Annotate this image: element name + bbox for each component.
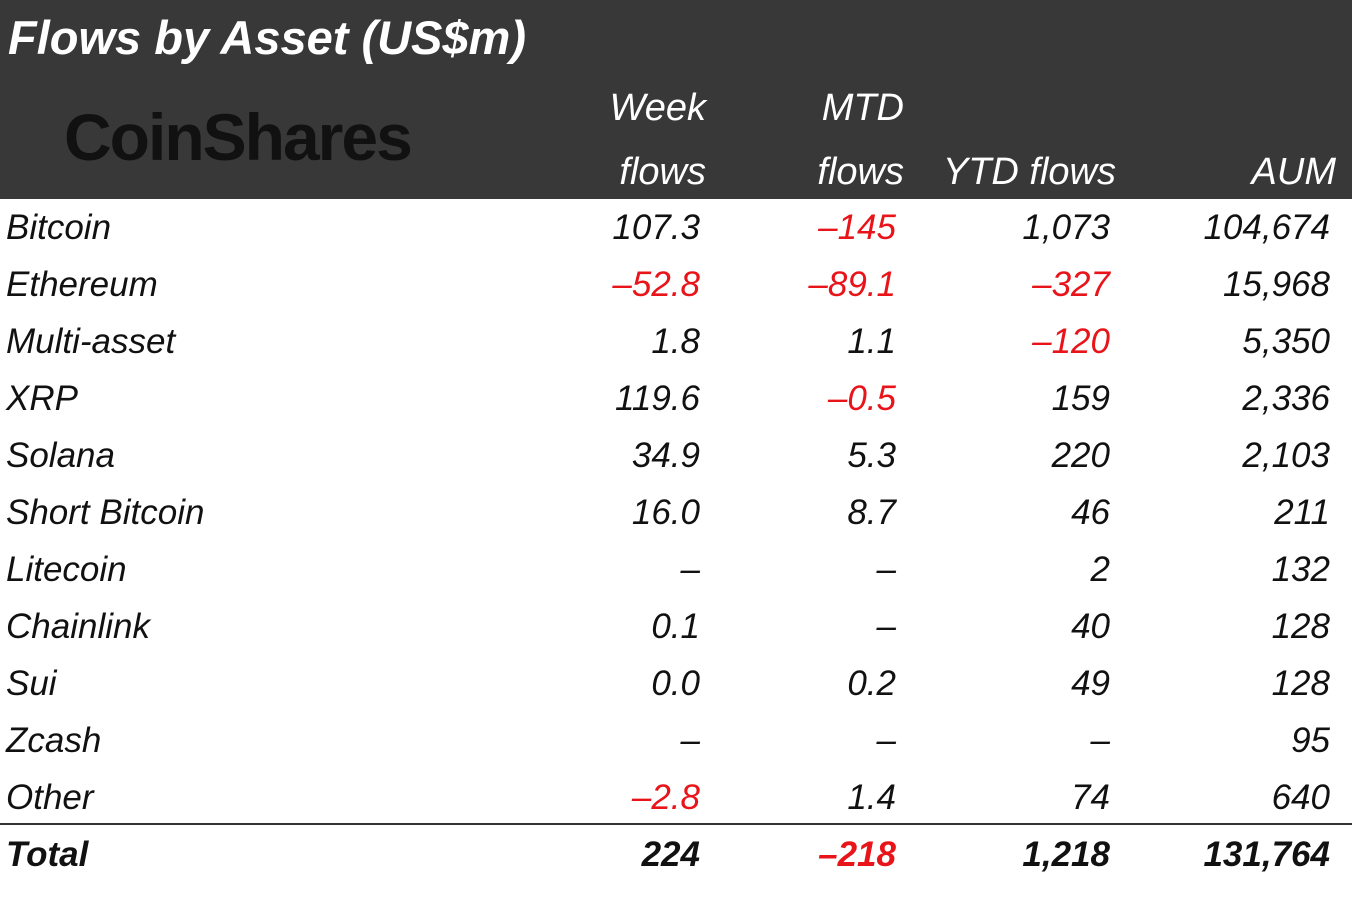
mtd-value: –0.5 bbox=[827, 379, 896, 418]
aum-value: 132 bbox=[1271, 550, 1330, 589]
asset-name: Sui bbox=[6, 664, 57, 703]
ytd-value: 46 bbox=[1071, 493, 1110, 532]
mtd-value: 5.3 bbox=[847, 436, 896, 475]
asset-name: Zcash bbox=[6, 721, 102, 760]
mtd-value: – bbox=[876, 607, 896, 646]
week-value: 224 bbox=[641, 835, 700, 874]
aum-value: 2,336 bbox=[1242, 379, 1330, 418]
mtd-value: 8.7 bbox=[847, 493, 896, 532]
aum-value: 5,350 bbox=[1242, 322, 1330, 361]
asset-name: Short Bitcoin bbox=[6, 493, 205, 532]
week-value: 119.6 bbox=[615, 379, 700, 418]
week-value: 34.9 bbox=[631, 436, 700, 475]
ytd-value: 49 bbox=[1071, 664, 1110, 703]
mtd-value: 1.4 bbox=[847, 778, 896, 817]
week-value: 16.0 bbox=[631, 493, 700, 532]
asset-name: Bitcoin bbox=[6, 208, 112, 247]
asset-name: Ethereum bbox=[6, 265, 158, 304]
table-row: XRP 119.6 –0.5 159 2,336 bbox=[0, 370, 1352, 427]
table-header: Flows by Asset (US$m) CoinShares Week fl… bbox=[0, 0, 1352, 199]
ytd-value: 1,073 bbox=[1022, 208, 1110, 247]
ytd-value: 220 bbox=[1051, 436, 1110, 475]
aum-value: 104,674 bbox=[1203, 208, 1330, 247]
table-row: Ethereum –52.8 –89.1 –327 15,968 bbox=[0, 256, 1352, 313]
aum-value: 128 bbox=[1271, 664, 1330, 703]
coinshares-logo: CoinShares bbox=[64, 100, 413, 174]
mtd-value: 1.1 bbox=[847, 322, 896, 361]
total-label: Total bbox=[6, 835, 89, 874]
asset-name: Multi-asset bbox=[6, 322, 176, 361]
mtd-value: –145 bbox=[818, 208, 896, 247]
ytd-value: 159 bbox=[1051, 379, 1110, 418]
table-row: Multi-asset 1.8 1.1 –120 5,350 bbox=[0, 313, 1352, 370]
mtd-value: –89.1 bbox=[808, 265, 896, 304]
mtd-value: – bbox=[876, 550, 896, 589]
asset-name: Solana bbox=[6, 436, 115, 475]
mtd-value: –218 bbox=[818, 835, 896, 874]
aum-value: 128 bbox=[1271, 607, 1330, 646]
aum-value: 131,764 bbox=[1203, 835, 1330, 874]
column-header-aum: AUM bbox=[1251, 151, 1336, 193]
week-value: 0.1 bbox=[651, 607, 700, 646]
aum-value: 2,103 bbox=[1242, 436, 1330, 475]
week-value: 107.3 bbox=[612, 208, 700, 247]
mtd-value: 0.2 bbox=[847, 664, 896, 703]
table-row: Bitcoin 107.3 –145 1,073 104,674 bbox=[0, 199, 1352, 256]
page-title: Flows by Asset (US$m) bbox=[8, 11, 526, 64]
ytd-value: –327 bbox=[1032, 265, 1110, 304]
week-value: – bbox=[680, 721, 700, 760]
ytd-value: 1,218 bbox=[1022, 835, 1110, 874]
total-divider bbox=[0, 823, 1352, 825]
ytd-value: – bbox=[1090, 721, 1110, 760]
week-value: –52.8 bbox=[612, 265, 700, 304]
asset-name: XRP bbox=[6, 379, 78, 418]
asset-name: Litecoin bbox=[6, 550, 127, 589]
table-row: Short Bitcoin 16.0 8.7 46 211 bbox=[0, 484, 1352, 541]
aum-value: 15,968 bbox=[1222, 265, 1330, 304]
ytd-value: –120 bbox=[1032, 322, 1110, 361]
week-value: 1.8 bbox=[651, 322, 700, 361]
week-value: –2.8 bbox=[631, 778, 700, 817]
aum-value: 95 bbox=[1291, 721, 1330, 760]
ytd-value: 74 bbox=[1071, 778, 1110, 817]
total-row: Total 224 –218 1,218 131,764 bbox=[0, 826, 1352, 883]
table-row: Sui 0.0 0.2 49 128 bbox=[0, 655, 1352, 712]
asset-name: Chainlink bbox=[6, 607, 150, 646]
table-row: Zcash – – – 95 bbox=[0, 712, 1352, 769]
column-header-week-line2: flows bbox=[619, 151, 706, 193]
column-header-week-line1: Week bbox=[609, 87, 706, 129]
ytd-value: 2 bbox=[1090, 550, 1110, 589]
aum-value: 640 bbox=[1271, 778, 1330, 817]
asset-name: Other bbox=[6, 778, 94, 817]
column-header-ytd: YTD flows bbox=[942, 151, 1116, 193]
table-row: Other –2.8 1.4 74 640 bbox=[0, 769, 1352, 826]
aum-value: 211 bbox=[1274, 493, 1330, 532]
table-row: Litecoin – – 2 132 bbox=[0, 541, 1352, 598]
table-row: Chainlink 0.1 – 40 128 bbox=[0, 598, 1352, 655]
column-header-mtd-line2: flows bbox=[817, 151, 904, 193]
week-value: – bbox=[680, 550, 700, 589]
mtd-value: – bbox=[876, 721, 896, 760]
table-row: Solana 34.9 5.3 220 2,103 bbox=[0, 427, 1352, 484]
ytd-value: 40 bbox=[1071, 607, 1110, 646]
week-value: 0.0 bbox=[651, 664, 700, 703]
column-header-mtd-line1: MTD bbox=[821, 87, 904, 129]
